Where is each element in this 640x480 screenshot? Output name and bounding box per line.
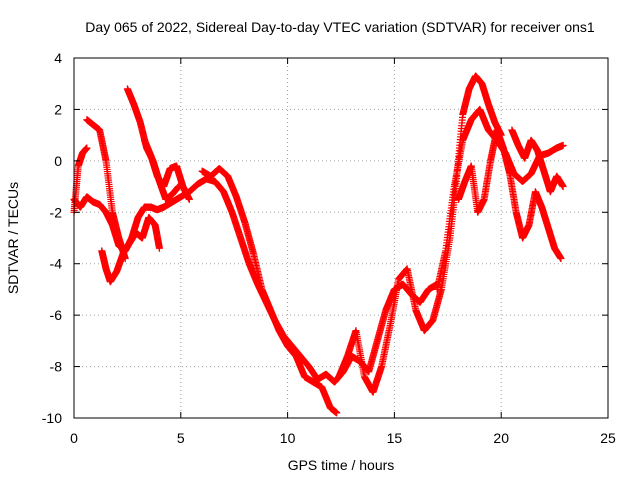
series-satellite-track-f — [140, 136, 193, 203]
series-satellite-track-e — [123, 85, 183, 203]
series-satellite-track-l — [508, 126, 567, 196]
data-points — [70, 72, 567, 417]
x-tick-label: 20 — [493, 430, 509, 446]
chart-title: Day 065 of 2022, Sidereal Day-to-day VTE… — [85, 19, 595, 35]
x-tick-label: 5 — [177, 430, 185, 446]
x-tick-label: 10 — [280, 430, 296, 446]
grid — [74, 58, 608, 418]
y-tick-labels: 4 2 0 -2 -4 -6 -8 -10 — [42, 50, 62, 426]
x-tick-label: 0 — [70, 430, 78, 446]
y-tick-label: 0 — [54, 153, 62, 169]
x-tick-label: 15 — [387, 430, 403, 446]
series-satellite-track-k — [454, 126, 565, 263]
data-point — [83, 144, 91, 152]
x-tick-label: 25 — [600, 430, 616, 446]
x-tick-labels: 0 5 10 15 20 25 — [70, 430, 616, 446]
y-tick-label: -2 — [50, 204, 63, 220]
y-tick-label: 2 — [54, 101, 62, 117]
series-satellite-track-h — [198, 165, 341, 417]
y-axis-title: SDTVAR / TECUs — [5, 182, 21, 294]
series-satellite-track-c — [83, 116, 129, 263]
data-point — [559, 141, 567, 149]
y-tick-label: -8 — [50, 359, 63, 375]
series-satellite-track-b — [70, 144, 91, 216]
series-satellite-track-i — [335, 72, 505, 396]
data-point — [155, 244, 163, 252]
data-point — [185, 195, 193, 203]
x-axis-title: GPS time / hours — [288, 457, 395, 473]
y-tick-label: -10 — [42, 410, 62, 426]
series-satellite-track-d — [98, 213, 163, 286]
data-point — [557, 255, 565, 263]
y-tick-label: -6 — [50, 307, 63, 323]
y-tick-label: 4 — [54, 50, 62, 66]
data-point — [333, 409, 341, 417]
y-tick-label: -4 — [50, 256, 63, 272]
